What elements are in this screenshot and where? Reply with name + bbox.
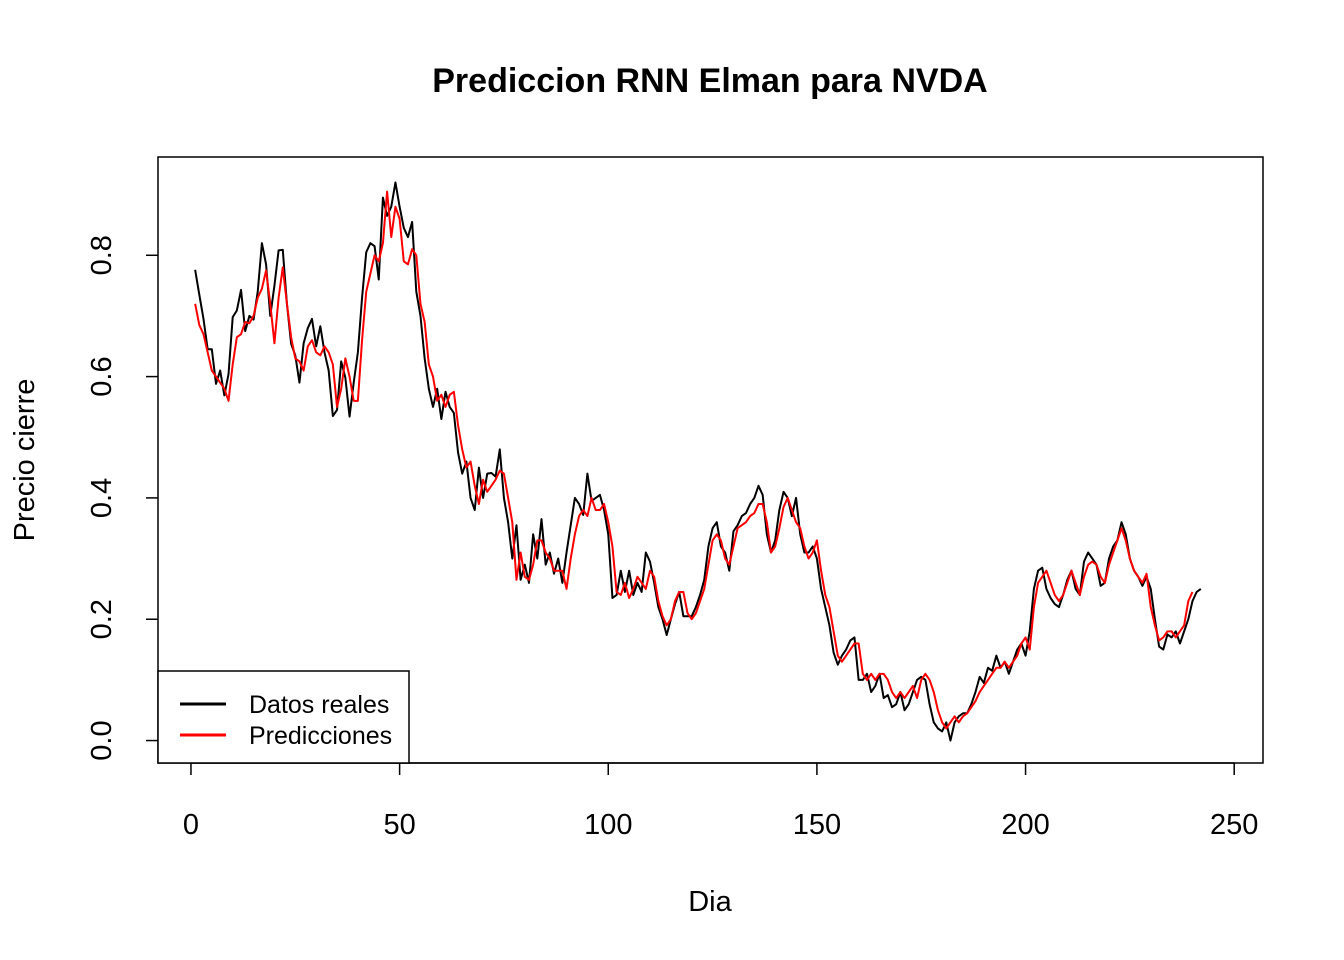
legend-box <box>157 670 410 764</box>
x-tick-label: 150 <box>793 809 841 841</box>
legend-label-predicciones: Predicciones <box>249 722 392 750</box>
chart-title: Prediccion RNN Elman para NVDA <box>432 62 987 100</box>
y-tick-label: 0.2 <box>86 599 118 639</box>
y-axis-label: Precio cierre <box>9 379 41 542</box>
series-line-predicciones <box>194 190 1194 730</box>
series-line-datos-reales <box>194 181 1202 742</box>
legend: Datos reales Predicciones <box>157 670 410 764</box>
y-tick-label: 0.0 <box>86 720 118 760</box>
y-tick-label: 0.4 <box>86 478 118 518</box>
x-tick-label: 50 <box>383 809 415 841</box>
x-tick-label: 100 <box>584 809 632 841</box>
legend-label-datos-reales: Datos reales <box>249 691 389 719</box>
y-tick-label: 0.6 <box>86 356 118 396</box>
y-axis: 0.0 0.2 0.4 0.6 0.8 <box>86 235 158 761</box>
x-tick-label: 250 <box>1210 809 1258 841</box>
series-layer <box>194 181 1202 742</box>
x-tick-label: 200 <box>1001 809 1049 841</box>
x-axis-label: Dia <box>688 886 732 918</box>
y-tick-label: 0.8 <box>86 235 118 275</box>
x-axis: 0 50 100 150 200 250 <box>183 762 1258 841</box>
x-tick-label: 0 <box>183 809 199 841</box>
